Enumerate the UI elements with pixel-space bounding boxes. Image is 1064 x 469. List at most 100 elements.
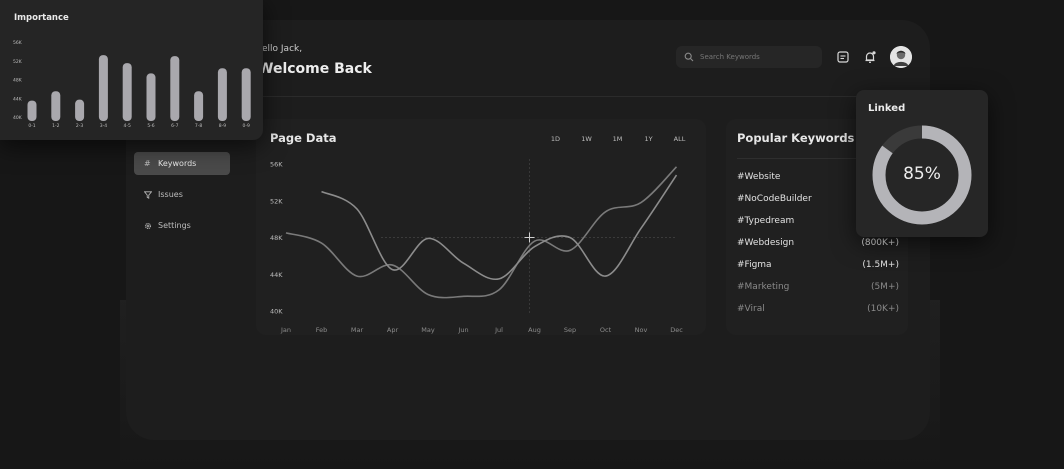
linked-title: Linked	[868, 103, 906, 114]
keyword-label: #Marketing	[737, 282, 790, 292]
bar	[170, 56, 180, 121]
x-tick-label: Jul	[494, 326, 503, 334]
bar	[98, 55, 108, 121]
sidebar-item-issues[interactable]: Issues	[134, 183, 230, 206]
x-tick-label: Oct	[600, 326, 612, 334]
bar	[51, 91, 61, 121]
edit-icon[interactable]	[836, 50, 850, 64]
page-title: Welcome Back	[258, 61, 372, 77]
keyword-row[interactable]: #NoCodeBuilder	[737, 194, 899, 204]
x-tick-label: 5-6	[147, 123, 154, 129]
keyword-count: (5M+)	[870, 282, 899, 292]
x-tick-label: Feb	[316, 326, 328, 334]
x-tick-label: 8-9	[219, 123, 226, 129]
range-selector: 1D 1W 1M 1Y ALL	[540, 135, 695, 143]
y-tick-label: 44K	[270, 271, 283, 279]
bar	[27, 100, 37, 121]
keyword-row[interactable]: #Figma (1.5M+)	[737, 260, 899, 270]
keyword-label: #Typedream	[737, 216, 795, 226]
x-tick-label: Dec	[670, 326, 683, 334]
greeting-text: ello Jack,	[262, 44, 303, 54]
x-tick-label: 4-5	[124, 123, 131, 129]
keyword-row[interactable]: #Viral (10K+)	[737, 304, 899, 314]
bar	[217, 68, 227, 121]
bell-icon[interactable]	[863, 50, 877, 64]
keywords-divider	[737, 158, 897, 159]
popular-keywords-title: Popular Keywords	[737, 131, 855, 145]
x-tick-label: 6-7	[171, 123, 178, 129]
importance-title: Importance	[14, 13, 69, 23]
x-tick-label: 3-4	[100, 123, 107, 129]
page-data-chart: 56K 52K 48K 44K 40K Jan Feb Mar Apr May Jun Jul Aug S…	[270, 159, 683, 334]
y-tick-label: 56K	[13, 40, 23, 46]
bar	[75, 99, 85, 121]
y-tick-label: 40K	[270, 308, 283, 316]
range-1m[interactable]: 1M	[612, 135, 623, 143]
range-1w[interactable]: 1W	[581, 135, 592, 143]
page-data-card: 56K 52K 48K 44K 40K Jan Feb Mar Apr May Jun Jul Aug S…	[256, 119, 706, 335]
x-tick-label: Sep	[564, 326, 576, 334]
keyword-count: (10K+)	[867, 304, 899, 314]
x-tick-label: 0-9	[243, 123, 250, 129]
bar	[146, 73, 156, 121]
bar	[122, 63, 132, 121]
avatar[interactable]	[890, 46, 912, 68]
range-all[interactable]: ALL	[673, 135, 686, 143]
search-icon	[684, 52, 694, 62]
x-tick-label: May	[421, 326, 435, 334]
x-tick-label: 0-1	[28, 123, 35, 129]
x-tick-label: Aug	[528, 326, 541, 334]
sidebar-item-label: Keywords	[158, 159, 197, 168]
sidebar-item-label: Settings	[158, 221, 191, 230]
x-tick-label: Apr	[387, 326, 399, 334]
linked-card: Linked 85%	[856, 90, 988, 237]
keyword-label: #Website	[737, 172, 781, 182]
bar	[241, 68, 251, 121]
series-line-1	[285, 166, 678, 299]
range-1d[interactable]: 1D	[550, 135, 561, 143]
x-tick-label: 2-3	[76, 123, 83, 129]
y-tick-label: 48K	[13, 78, 23, 84]
hash-icon: #	[144, 158, 151, 168]
y-tick-label: 44K	[13, 96, 23, 102]
y-tick-label: 48K	[270, 234, 283, 242]
keyword-label: #NoCodeBuilder	[737, 194, 812, 204]
x-tick-label: Jun	[457, 326, 468, 334]
keyword-row[interactable]: #Website	[737, 172, 899, 182]
keyword-row[interactable]: #Marketing (5M+)	[737, 282, 899, 292]
page-data-title: Page Data	[270, 131, 337, 145]
x-tick-label: Mar	[351, 326, 364, 334]
sidebar-item-settings[interactable]: Settings	[134, 214, 230, 237]
keyword-row[interactable]: #Typedream	[737, 216, 899, 226]
x-tick-label: Jan	[280, 326, 291, 334]
importance-card: Importance 56K 52K 48K 44K 40K 0-1 1-2 2-3 3-4 4-…	[0, 0, 263, 140]
x-tick-label: 1-2	[52, 123, 59, 129]
x-tick-label: Nov	[635, 326, 648, 334]
keyword-row[interactable]: #Webdesign (800K+)	[737, 238, 899, 248]
series-line-2	[321, 174, 678, 281]
y-tick-label: 52K	[13, 59, 23, 65]
crosshair-cursor-icon	[524, 232, 535, 243]
funnel-icon	[144, 190, 152, 199]
linked-percent: 85%	[903, 164, 941, 184]
x-tick-label: 7-8	[195, 123, 202, 129]
avatar-image	[890, 46, 912, 68]
header-divider	[258, 96, 922, 97]
search-box[interactable]	[676, 46, 822, 68]
keyword-count: (800K+)	[861, 238, 899, 248]
search-input[interactable]	[700, 53, 810, 61]
keyword-label: #Viral	[737, 304, 765, 314]
range-1y[interactable]: 1Y	[644, 135, 653, 143]
linked-donut-chart	[872, 125, 972, 225]
sidebar-nav: # Keywords Issues Settings	[134, 152, 230, 245]
gear-icon	[144, 222, 152, 229]
keyword-count: (1.5M+)	[862, 260, 899, 270]
y-tick-label: 40K	[13, 115, 23, 121]
donut-progress	[872, 125, 972, 225]
bar	[194, 91, 204, 121]
sidebar-item-label: Issues	[158, 190, 183, 199]
importance-chart: 56K 52K 48K 44K 40K 0-1 1-2 2-3 3-4 4-5 5-6 6-7 7-8 8…	[13, 40, 251, 129]
sidebar-item-keywords[interactable]: # Keywords	[134, 152, 230, 175]
keyword-label: #Webdesign	[737, 238, 795, 248]
y-tick-label: 56K	[270, 161, 283, 169]
